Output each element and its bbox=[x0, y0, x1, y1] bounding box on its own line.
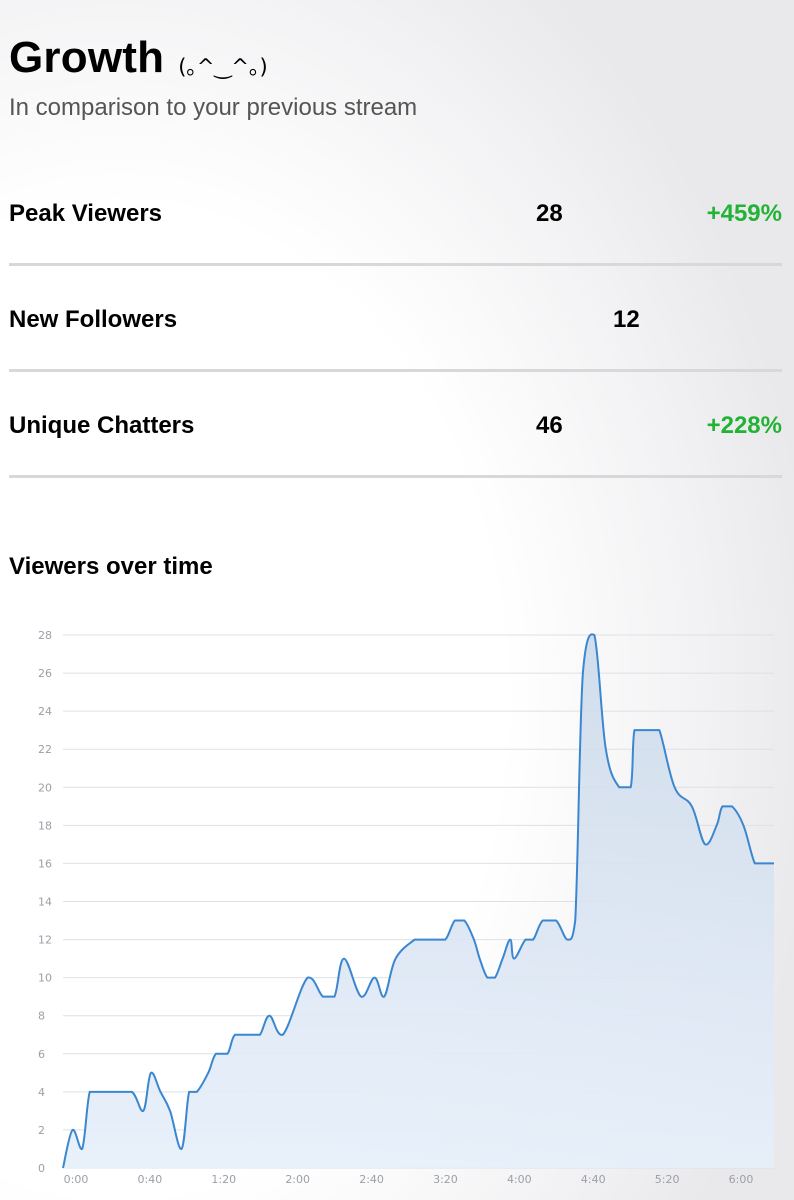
y-tick-label: 24 bbox=[38, 705, 52, 718]
page-subtitle: In comparison to your previous stream bbox=[9, 94, 418, 121]
y-tick-label: 4 bbox=[38, 1086, 45, 1099]
chart-heading: Viewers over time bbox=[9, 553, 213, 580]
y-tick-label: 16 bbox=[38, 857, 52, 870]
x-tick-label: 4:00 bbox=[507, 1173, 532, 1186]
x-tick-label: 0:00 bbox=[64, 1173, 89, 1186]
stats-list: Peak Viewers 28 +459% New Followers 12 U… bbox=[9, 160, 782, 478]
stat-value: 12 bbox=[613, 306, 640, 333]
y-tick-label: 12 bbox=[38, 934, 52, 947]
x-tick-label: 1:20 bbox=[211, 1173, 236, 1186]
x-tick-label: 3:20 bbox=[433, 1173, 458, 1186]
stat-label: Peak Viewers bbox=[9, 200, 163, 227]
x-tick-label: 4:40 bbox=[581, 1173, 606, 1186]
y-tick-label: 6 bbox=[38, 1048, 45, 1061]
viewers-area bbox=[63, 634, 774, 1168]
stat-row-unique-chatters: Unique Chatters 46 +228% bbox=[9, 372, 782, 478]
stat-row-peak-viewers: Peak Viewers 28 +459% bbox=[9, 160, 782, 266]
y-tick-label: 28 bbox=[38, 629, 52, 642]
y-tick-label: 0 bbox=[38, 1162, 45, 1175]
stat-change-positive: +459% bbox=[706, 200, 782, 227]
stat-value: 28 bbox=[536, 200, 563, 227]
stat-row-new-followers: New Followers 12 bbox=[9, 266, 782, 372]
x-tick-label: 2:00 bbox=[285, 1173, 310, 1186]
x-tick-label: 6:00 bbox=[729, 1173, 754, 1186]
y-tick-label: 22 bbox=[38, 743, 52, 756]
y-tick-label: 18 bbox=[38, 819, 52, 832]
y-tick-label: 14 bbox=[38, 896, 52, 909]
x-axis-labels: 0:00 0:40 1:20 2:00 2:40 3:20 4:00 4:40 5:20 6:00 bbox=[64, 1173, 754, 1186]
stat-label: New Followers bbox=[9, 306, 178, 333]
header: Growth (｡^‿^｡) In comparison to your pre… bbox=[9, 28, 417, 124]
x-tick-label: 5:20 bbox=[655, 1173, 680, 1186]
x-tick-label: 0:40 bbox=[138, 1173, 163, 1186]
title-row: Growth (｡^‿^｡) bbox=[9, 28, 417, 88]
y-tick-label: 20 bbox=[38, 781, 52, 794]
y-tick-label: 26 bbox=[38, 667, 52, 680]
x-tick-label: 2:40 bbox=[359, 1173, 384, 1186]
stat-value: 46 bbox=[536, 412, 563, 439]
page-title: Growth bbox=[9, 33, 165, 82]
y-tick-label: 2 bbox=[38, 1124, 45, 1137]
stat-change-positive: +228% bbox=[706, 412, 782, 439]
viewers-series-line bbox=[62, 633, 774, 1169]
title-emoticon: (｡^‿^｡) bbox=[178, 55, 268, 79]
y-tick-label: 10 bbox=[38, 972, 52, 985]
y-tick-label: 8 bbox=[38, 1010, 45, 1023]
stat-label: Unique Chatters bbox=[9, 412, 195, 439]
